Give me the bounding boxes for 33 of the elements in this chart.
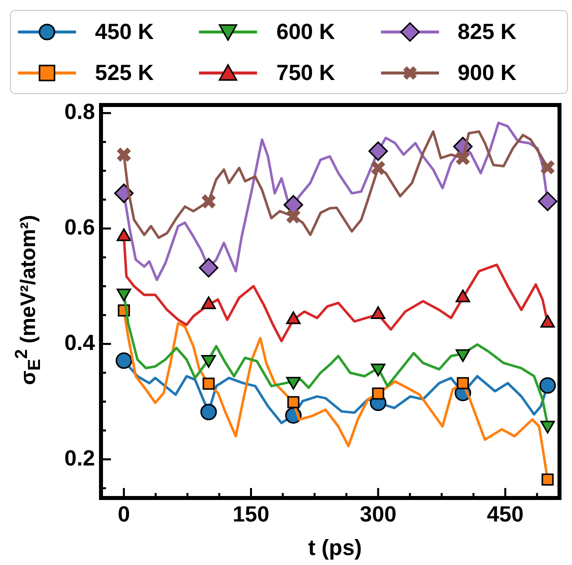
point (456, 377, 469, 390)
point (287, 396, 300, 408)
point (200, 404, 217, 420)
legend-label: 750 K (276, 60, 336, 86)
y-tick-label: 0.4 (64, 330, 96, 355)
point (542, 473, 554, 486)
legend-label: 450 K (95, 18, 154, 44)
point (538, 192, 558, 212)
y-tick-label: 0.8 (64, 99, 95, 124)
y-tick-label: 0.2 (64, 445, 95, 470)
point (372, 387, 384, 400)
legend-label: 825 K (458, 18, 516, 44)
point (455, 150, 471, 166)
legend-label: 900 K (458, 60, 516, 86)
x-tick-label: 0 (118, 501, 130, 526)
point (116, 146, 132, 162)
point (286, 208, 302, 224)
x-tick-label: 450 (486, 501, 524, 526)
y-tick-label: 0.6 (64, 214, 95, 240)
legend-label: 525 K (95, 60, 154, 86)
point (202, 378, 215, 390)
point (540, 160, 556, 176)
x-tick-label: 150 (232, 501, 270, 526)
point (200, 194, 216, 210)
x-axis-title: t (ps) (308, 535, 362, 561)
point (284, 195, 304, 215)
point (116, 352, 132, 369)
point (539, 377, 556, 394)
legend-label: 600 K (276, 18, 336, 44)
point (198, 258, 218, 278)
point (370, 160, 386, 176)
point (368, 141, 388, 161)
x-tick-label: 300 (360, 501, 396, 526)
